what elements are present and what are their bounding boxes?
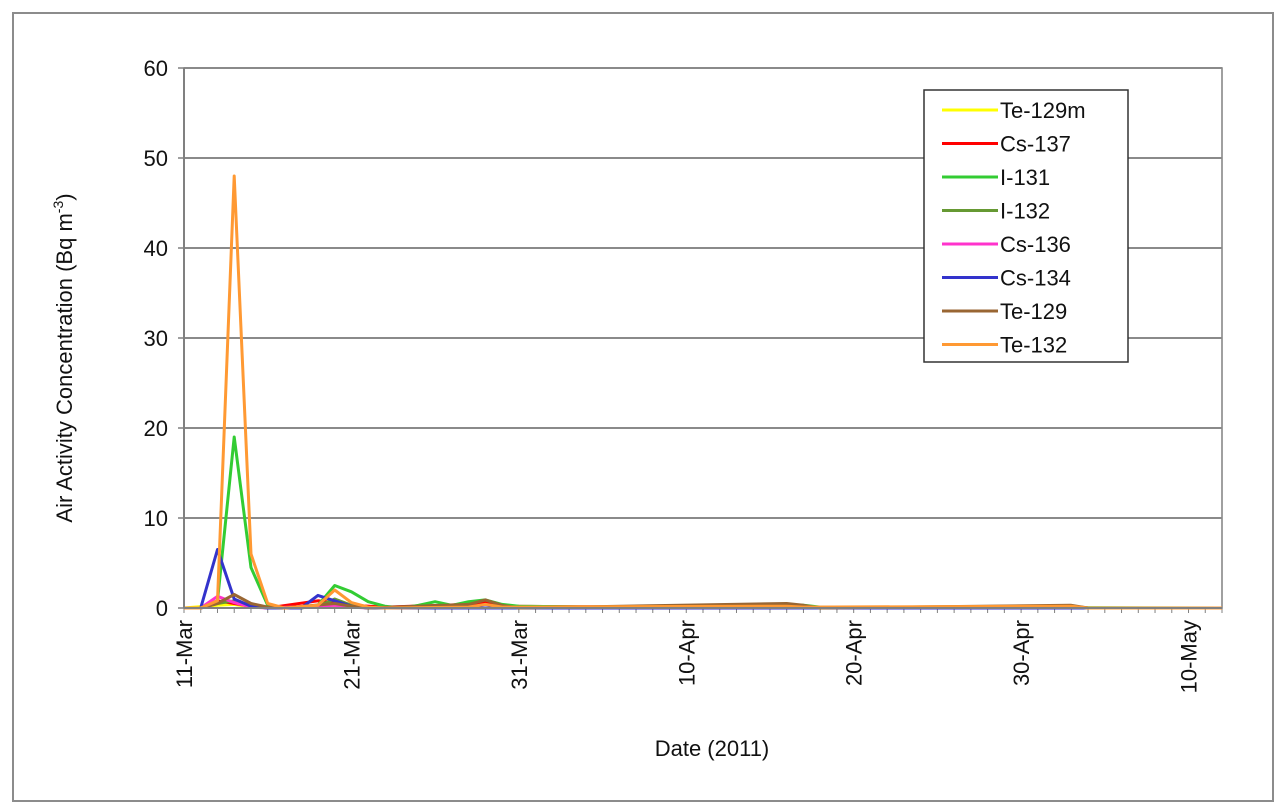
y-tick-label: 10 [144,506,168,531]
y-axis-label-close: ) [52,193,77,200]
legend-label-te-129: Te-129 [1000,299,1067,324]
x-tick-label: 11-Mar [172,620,197,688]
y-tick-label: 0 [156,596,168,621]
y-axis-ticks: 0 10 20 30 40 50 60 [144,56,184,621]
y-axis-label-main: Air Activity Concentration (Bq m [52,213,77,522]
x-axis-ticks: 11-Mar 21-Mar 31-Mar 10-Apr 20-Apr 30-Apr 10-M… [172,608,1223,693]
x-tick-label: 10-Apr [674,620,699,686]
x-tick-label: 20-Apr [842,620,867,686]
y-tick-label: 40 [144,236,168,261]
legend-label-te-132: Te-132 [1000,333,1067,358]
legend-label-te-129m: Te-129m [1000,98,1086,123]
y-axis-label-sup: -3 [50,201,66,214]
legend-label-cs-136: Cs-136 [1000,232,1071,257]
legend: Te-129m Cs-137 I-131 I-132 Cs-136 Cs-134 Te-12… [923,89,1129,363]
y-axis-label: Air Activity Concentration (Bq m-3) [50,193,77,522]
series-line-te-132 [184,174,1222,610]
x-tick-label: 21-Mar [339,620,364,690]
legend-label-cs-134: Cs-134 [1000,266,1071,291]
y-tick-label: 20 [144,416,168,441]
legend-box [923,89,1129,363]
chart-svg: 0 10 20 30 40 50 60 11-Mar 21-Mar 31-Mar 10-Apr 20… [50,56,1223,761]
x-tick-label: 31-Mar [507,620,532,690]
x-tick-label: 30-Apr [1009,620,1034,686]
y-tick-label: 60 [144,56,168,81]
x-tick-label: 10-May [1177,620,1202,693]
legend-label-i-131: I-131 [1000,165,1050,190]
y-tick-label: 30 [144,326,168,351]
legend-label-cs-137: Cs-137 [1000,132,1071,157]
y-tick-label: 50 [144,146,168,171]
x-axis-label: Date (2011) [655,736,770,761]
legend-label-i-132: I-132 [1000,199,1050,224]
